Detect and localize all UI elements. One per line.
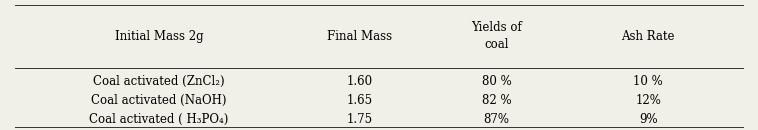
Text: Initial Mass 2g: Initial Mass 2g — [115, 30, 203, 43]
Text: Ash Rate: Ash Rate — [622, 30, 675, 43]
Text: Final Mass: Final Mass — [327, 30, 393, 43]
Text: Coal activated (NaOH): Coal activated (NaOH) — [92, 94, 227, 107]
Text: 1.75: 1.75 — [347, 113, 373, 126]
Text: 1.60: 1.60 — [347, 75, 373, 88]
Text: 87%: 87% — [484, 113, 509, 126]
Text: 80 %: 80 % — [481, 75, 512, 88]
Text: Coal activated (ZnCl₂): Coal activated (ZnCl₂) — [93, 75, 225, 88]
Text: 82 %: 82 % — [481, 94, 512, 107]
Text: 1.65: 1.65 — [347, 94, 373, 107]
Text: Yields of
coal: Yields of coal — [471, 21, 522, 51]
Text: 12%: 12% — [635, 94, 661, 107]
Text: 10 %: 10 % — [633, 75, 663, 88]
Text: Coal activated ( H₃PO₄): Coal activated ( H₃PO₄) — [89, 113, 229, 126]
Text: 9%: 9% — [639, 113, 657, 126]
